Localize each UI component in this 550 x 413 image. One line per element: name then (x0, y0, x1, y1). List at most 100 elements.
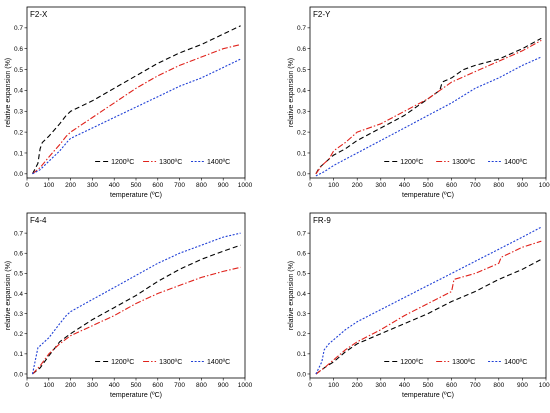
y-tick-label: 0.6 (14, 251, 23, 258)
panel-title: F4-4 (30, 216, 47, 225)
y-tick-label: 0.4 (14, 291, 23, 298)
series-line-3 (31, 232, 241, 375)
panel-title: F2-Y (313, 10, 331, 19)
series-line-1 (32, 244, 241, 375)
y-tick-label: 0.4 (14, 88, 23, 95)
legend-label: 1400ºC (504, 159, 527, 166)
legend-label: 1400ºC (207, 359, 230, 366)
x-tick-label: 100 (328, 182, 339, 189)
y-axis-title: relative expansion (%) (5, 261, 12, 330)
panel-4: 0 100 200 300 400 500 600 700 800 900 1000 0.0 0.1 0.… (288, 212, 550, 399)
x-tick-label: 400 (109, 382, 120, 389)
y-tick-label: 0.4 (297, 291, 306, 298)
y-tick-label: 0.2 (297, 129, 306, 136)
legend-label: 1300ºC (159, 159, 182, 166)
x-tick-label: 300 (87, 182, 98, 189)
series-line-2 (315, 240, 542, 375)
x-axis-title: temperature (ºC) (402, 192, 454, 199)
y-tick-label: 0.4 (297, 88, 306, 95)
x-tick-label: 0 (25, 382, 29, 389)
y-tick-label: 0.6 (297, 251, 306, 258)
plot-frame (309, 212, 547, 379)
x-axis-title: temperature (ºC) (402, 392, 454, 399)
y-tick-label: 0.3 (14, 109, 23, 116)
x-tick-label: 500 (423, 182, 434, 189)
y-tick-label: 0.3 (14, 311, 23, 318)
plot-frame (309, 6, 547, 179)
series-line-3 (315, 226, 542, 375)
legend-label: 1300ºC (159, 359, 182, 366)
x-tick-label: 900 (517, 382, 528, 389)
y-tick-label: 0.7 (297, 25, 306, 32)
x-tick-label: 1000 (539, 382, 550, 389)
legend-label: 1200ºC (400, 359, 423, 366)
legend-label: 1400ºC (504, 359, 527, 366)
legend-label: 1400ºC (207, 159, 230, 166)
legend-label: 1200ºC (111, 159, 134, 166)
y-tick-label: 0.5 (14, 271, 23, 278)
x-tick-label: 700 (470, 182, 481, 189)
y-tick-label: 0.2 (14, 129, 23, 136)
series-line-2 (32, 266, 241, 375)
y-tick-label: 0.6 (14, 46, 23, 53)
x-tick-label: 800 (493, 382, 504, 389)
x-tick-label: 0 (308, 382, 312, 389)
y-tick-label: 0.3 (297, 311, 306, 318)
x-tick-label: 1000 (238, 382, 253, 389)
y-tick-label: 0.5 (14, 67, 23, 74)
series-line-2 (315, 39, 542, 175)
y-tick-label: 0.7 (14, 230, 23, 237)
y-tick-label: 0.5 (297, 271, 306, 278)
x-tick-label: 300 (87, 382, 98, 389)
x-tick-label: 300 (375, 182, 386, 189)
legend-label: 1200ºC (111, 359, 134, 366)
x-tick-label: 200 (352, 382, 363, 389)
x-tick-label: 600 (446, 182, 457, 189)
y-tick-label: 0.5 (297, 67, 306, 74)
series-line-3 (32, 58, 241, 175)
y-tick-label: 0.3 (297, 109, 306, 116)
x-axis-title: temperature (ºC) (110, 192, 162, 199)
panel-2: 0 100 200 300 400 500 600 700 800 900 1000 0.0 0.1 0.… (288, 6, 550, 199)
x-tick-label: 100 (328, 382, 339, 389)
x-tick-label: 800 (196, 382, 207, 389)
x-tick-label: 0 (25, 182, 29, 189)
panel-3: 0 100 200 300 400 500 600 700 800 900 1000 0.0 0.1 0.… (5, 212, 253, 399)
y-tick-label: 0.1 (14, 351, 23, 358)
x-tick-label: 700 (470, 382, 481, 389)
y-tick-label: 0.1 (14, 150, 23, 157)
x-tick-label: 100 (43, 182, 54, 189)
x-tick-label: 400 (399, 382, 410, 389)
x-tick-label: 200 (352, 182, 363, 189)
x-axis-title: temperature (ºC) (110, 392, 162, 399)
series-line-1 (32, 25, 241, 175)
x-tick-label: 700 (174, 382, 185, 389)
x-tick-label: 300 (375, 382, 386, 389)
x-tick-label: 200 (65, 182, 76, 189)
legend-label: 1300ºC (452, 159, 475, 166)
x-tick-label: 100 (43, 382, 54, 389)
x-tick-label: 600 (152, 382, 163, 389)
series-line-2 (32, 43, 241, 175)
x-tick-label: 900 (218, 382, 229, 389)
x-tick-label: 1000 (539, 182, 550, 189)
x-tick-label: 900 (218, 182, 229, 189)
panel-1: 0 100 200 300 400 500 600 700 800 900 1000 0.0 0.1 0.… (5, 6, 253, 199)
x-tick-label: 200 (65, 382, 76, 389)
x-tick-label: 1000 (238, 182, 253, 189)
x-tick-label: 500 (423, 382, 434, 389)
x-tick-label: 500 (131, 382, 142, 389)
series-line-1 (315, 37, 542, 175)
y-tick-label: 0.6 (297, 46, 306, 53)
x-tick-label: 900 (517, 182, 528, 189)
y-tick-label: 0.2 (14, 331, 23, 338)
legend-label: 1200ºC (400, 159, 423, 166)
x-tick-label: 700 (174, 182, 185, 189)
legend-label: 1300ºC (452, 359, 475, 366)
panel-title: FR-9 (313, 216, 331, 225)
y-tick-label: 0.0 (14, 371, 23, 378)
x-tick-label: 0 (308, 182, 312, 189)
x-tick-label: 400 (109, 182, 120, 189)
